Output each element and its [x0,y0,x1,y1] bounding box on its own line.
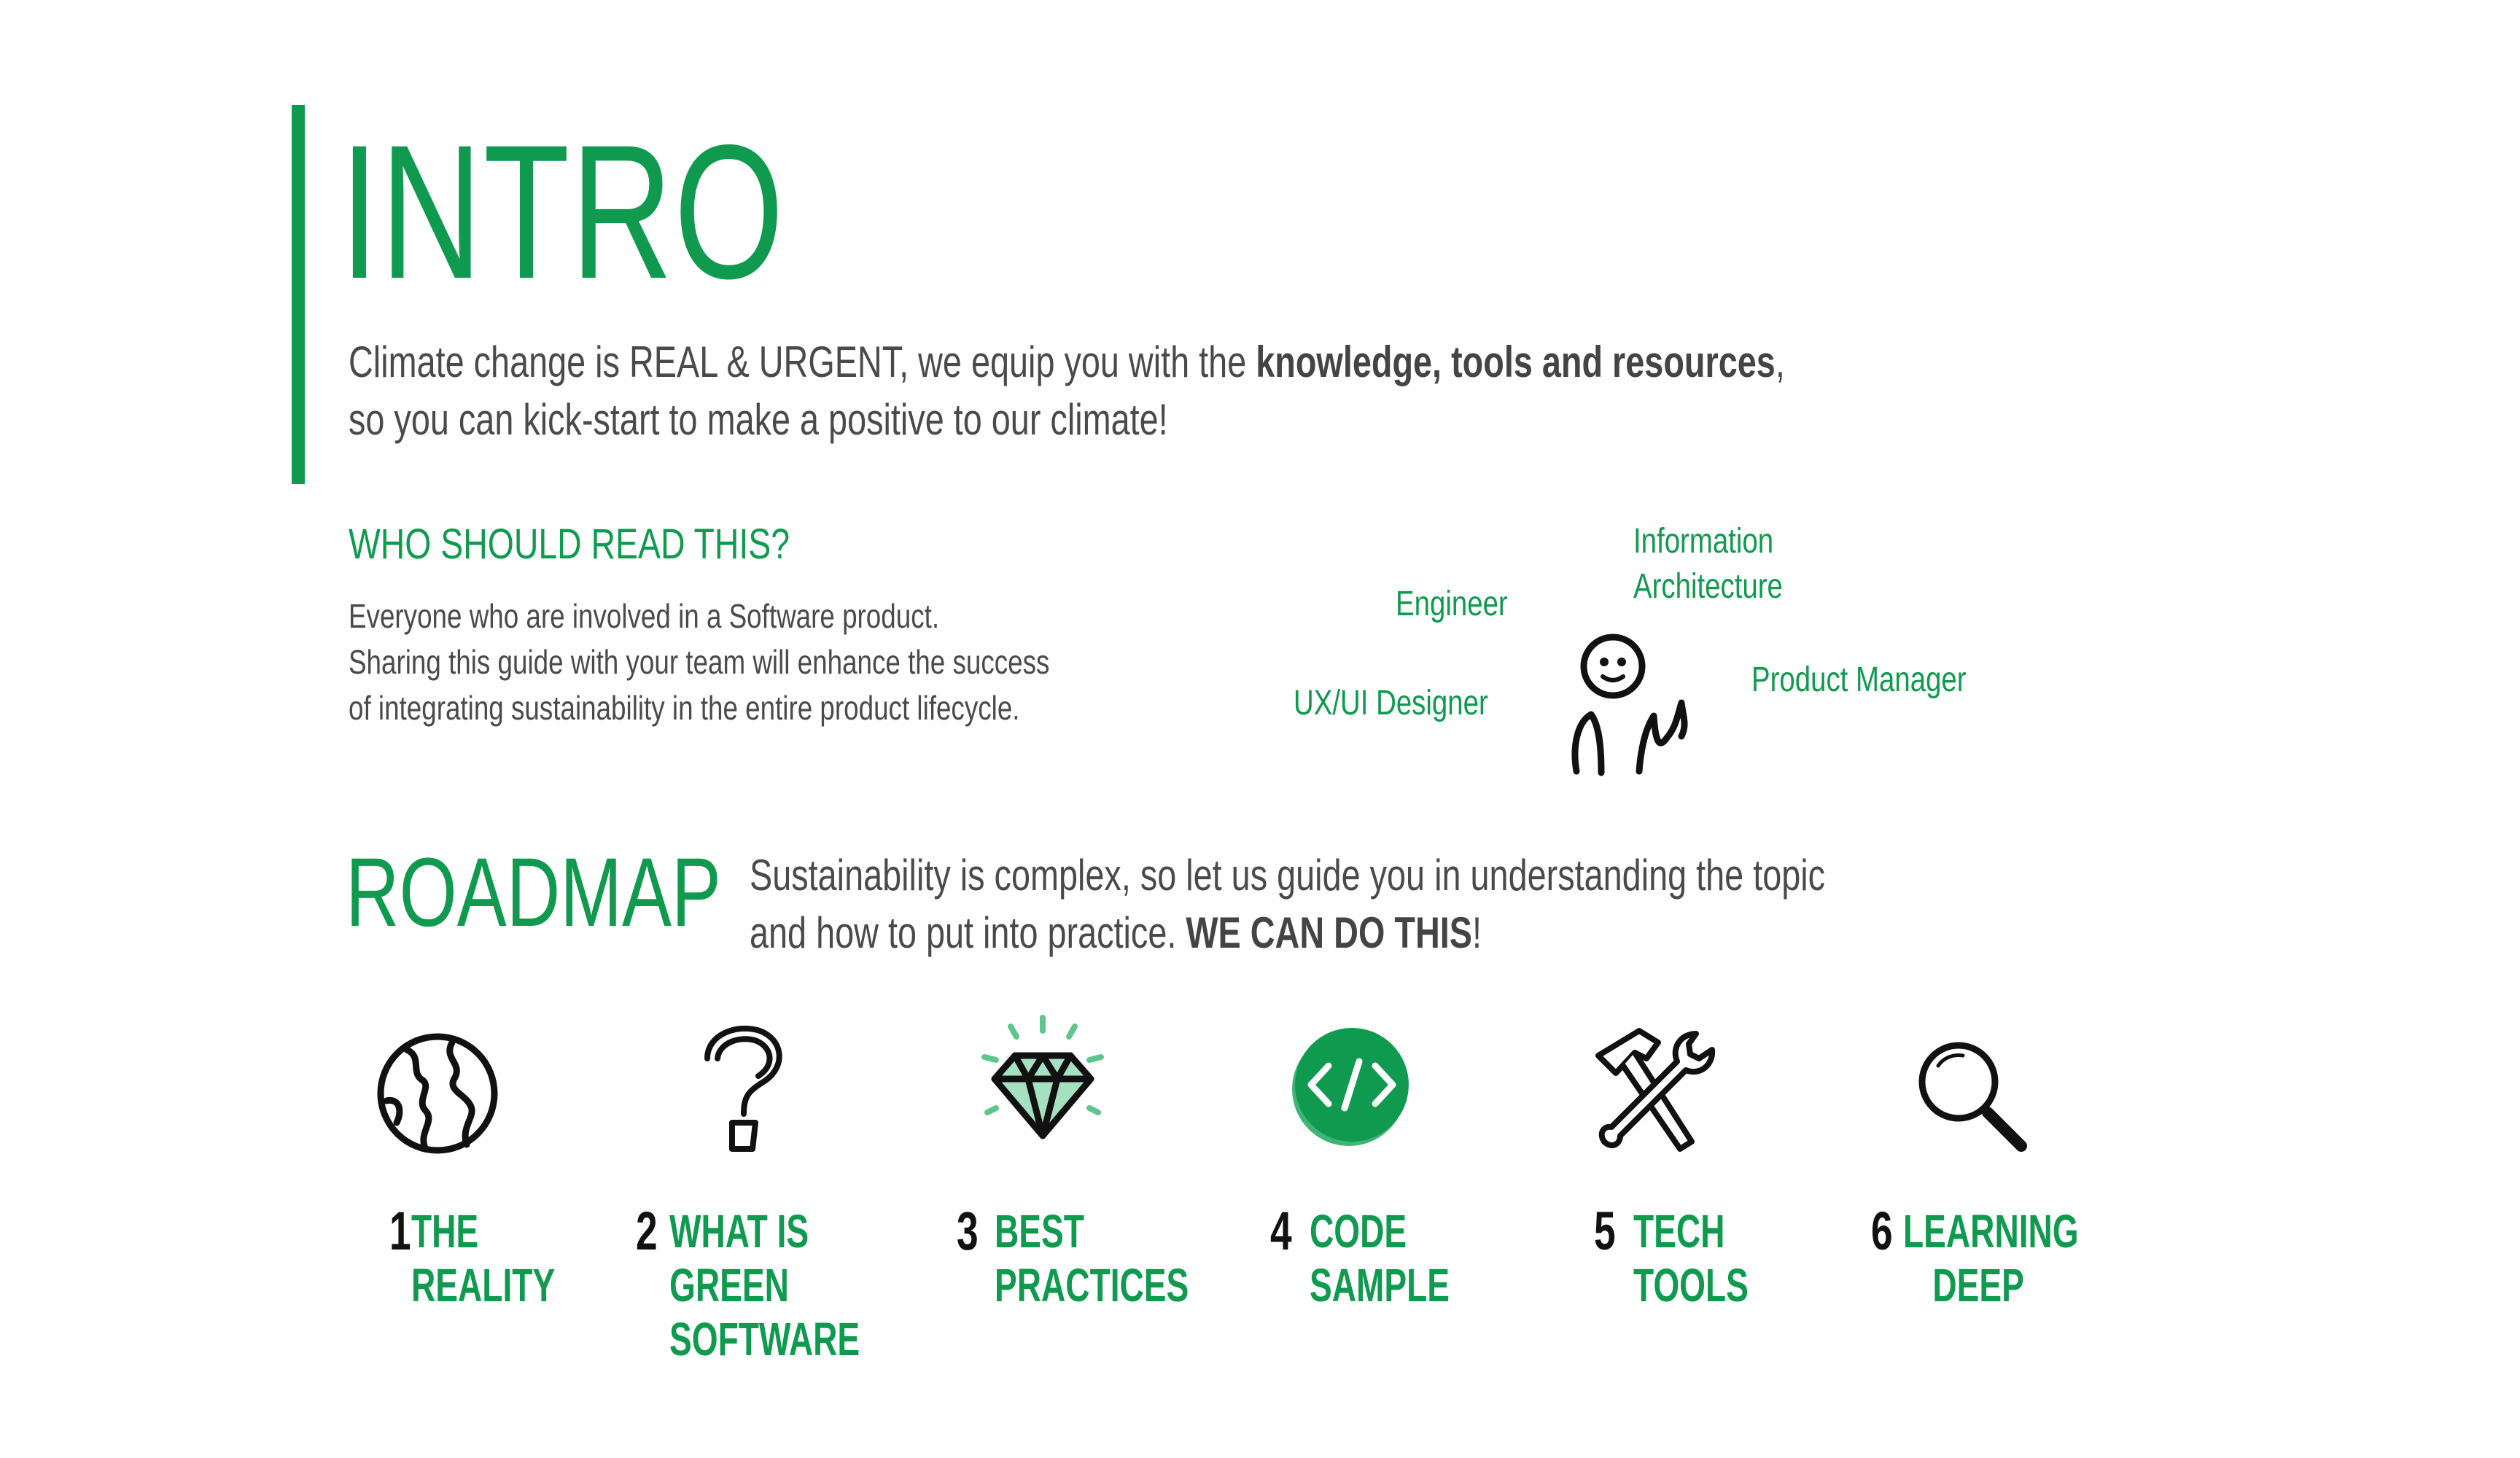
role-information-architecture: Information Architecture [1633,519,1783,609]
step-label: CODE SAMPLE [1310,1204,1450,1312]
step-number: 4 [1270,1201,1292,1261]
step-label-line: LEARNING [1903,1205,2079,1258]
step-label-line: PRACTICES [995,1259,1189,1311]
step-number: 2 [636,1201,658,1261]
step-label-line: SOFTWARE [669,1313,860,1365]
step-label-line: GREEN [669,1259,789,1311]
step-label-line: CODE [1310,1205,1407,1258]
role-information-line-2: Architecture [1633,567,1783,606]
magnifier-icon [1918,1042,2027,1152]
step-number: 3 [957,1201,979,1261]
role-information-line-1: Information [1633,522,1774,561]
intro-text-line-1: Climate change is REAL & URGENT, we equi… [349,334,1785,391]
step-label-line: TECH [1633,1205,1725,1258]
person-thumbs-up-icon [1571,634,1688,776]
step-label-line: WHAT IS [669,1205,809,1258]
step-label: WHAT IS GREEN SOFTWARE [669,1204,860,1366]
who-heading: WHO SHOULD READ THIS? [349,521,790,568]
code-icon [1292,1028,1409,1146]
intro-text-line-2: so you can kick-start to make a positive… [349,395,1168,444]
role-ux-ui-designer: UX/UI Designer [1294,684,1488,722]
intro-text-bold: knowledge, tools and resources [1256,338,1776,386]
intro-text-post: , [1775,338,1785,386]
step-label: LEARNING DEEP [1903,1204,2079,1312]
who-text-line-1: Everyone who are involved in a Software … [349,597,940,635]
who-text-line-3: of integrating sustainability in the ent… [349,689,1020,727]
roadmap-text-bold: WE CAN DO THIS [1186,908,1472,957]
step-label: BEST PRACTICES [995,1204,1189,1312]
roadmap-text-post: ! [1471,908,1482,957]
role-product-manager: Product Manager [1751,660,1967,699]
intro-text-pre: Climate change is REAL & URGENT, we equi… [349,338,1256,386]
step-label-line: THE [411,1205,479,1258]
roadmap-text-pre: and how to put into practice. [750,908,1186,957]
intro-accent-bar [292,105,305,484]
globe-icon [377,1033,498,1154]
step-label-line: DEEP [1932,1259,2024,1311]
step-label-line: SAMPLE [1310,1259,1450,1311]
step-label: THE REALITY [411,1204,555,1312]
role-engineer: Engineer [1396,585,1508,623]
step-label-line: BEST [995,1205,1084,1258]
step-label: TECH TOOLS [1633,1204,1749,1312]
diamond-icon [981,1015,1104,1139]
roadmap-title: ROADMAP [346,838,721,947]
step-number: 6 [1871,1201,1893,1261]
step-number: 1 [389,1201,411,1261]
roadmap-text-line-1: Sustainability is complex, so let us gui… [750,851,1826,900]
step-label-line: REALITY [411,1259,556,1311]
question-mark-icon [704,1025,782,1152]
intro-title: INTRO [340,105,785,319]
step-label-line: TOOLS [1633,1259,1749,1311]
who-text-line-2: Sharing this guide with your team will e… [349,643,1050,681]
step-number: 5 [1594,1201,1616,1261]
tools-icon [1595,1028,1716,1152]
roadmap-text-line-2: and how to put into practice. WE CAN DO … [750,905,1482,962]
